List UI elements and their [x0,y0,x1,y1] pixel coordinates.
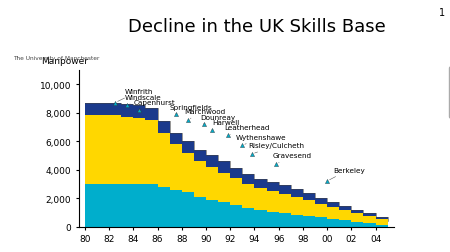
Text: 1824: 1824 [45,35,63,41]
Text: 1: 1 [439,8,446,18]
Text: Gravesend: Gravesend [273,153,312,163]
Text: Winfrith: Winfrith [117,89,153,102]
Text: Decline in the UK Skills Base: Decline in the UK Skills Base [128,18,385,36]
Text: Marchwood: Marchwood [184,109,225,119]
Text: Dounreay: Dounreay [200,114,235,124]
Text: Berkeley: Berkeley [329,167,365,180]
Text: Harwell: Harwell [212,120,239,130]
Text: Capenhurst: Capenhurst [133,100,175,110]
Text: Wythenshawe: Wythenshawe [236,134,287,145]
Legend: BNFL, UKAEA, CEGB, Lab Closure: BNFL, UKAEA, CEGB, Lab Closure [449,67,450,118]
Text: Springfields: Springfields [170,104,212,115]
Text: Windscale: Windscale [125,94,162,105]
Text: The University of Manchester: The University of Manchester [14,55,100,60]
Text: MANCHESTER: MANCHESTER [24,15,84,24]
Text: Risley/Culcheth: Risley/Culcheth [248,143,304,153]
Text: Leatherhead: Leatherhead [224,125,270,135]
Text: Manpower: Manpower [41,57,88,66]
